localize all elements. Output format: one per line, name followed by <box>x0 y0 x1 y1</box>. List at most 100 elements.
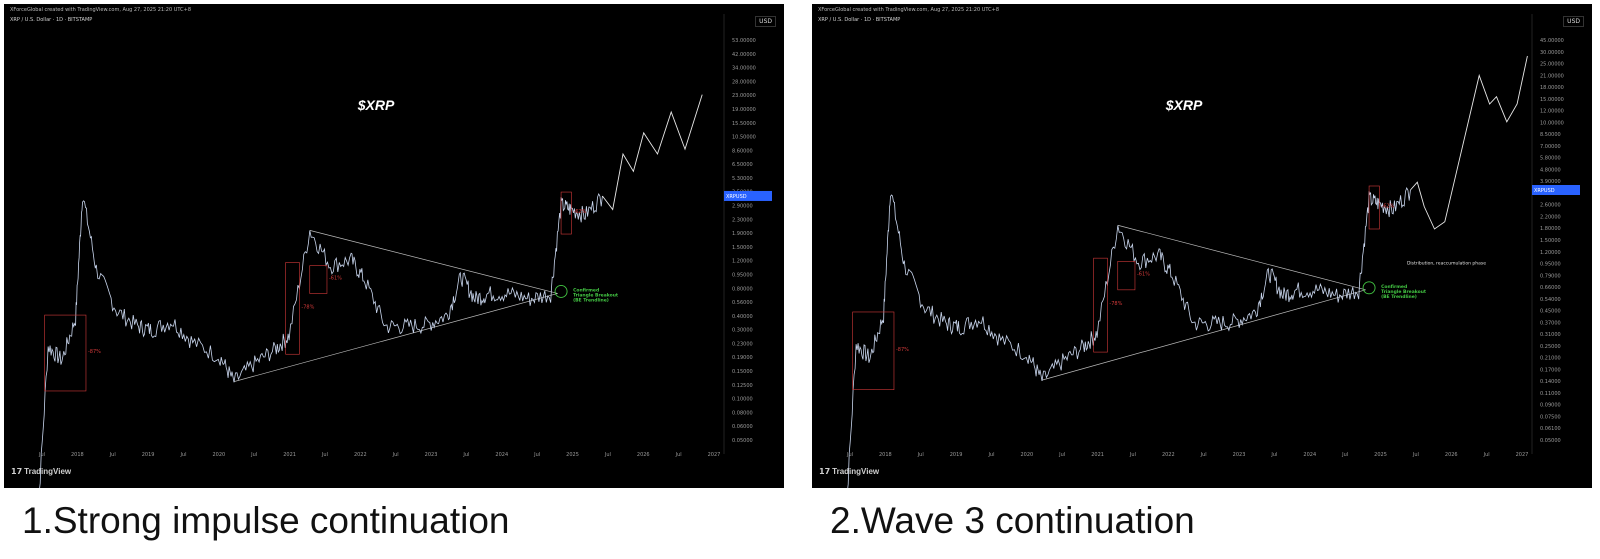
x-tick-label: 2022 <box>354 452 367 458</box>
drawdown-label: -87% <box>896 347 909 353</box>
chart-panel-1: XForceGlobal created with TradingView.co… <box>4 4 784 488</box>
y-tick-label: 0.05000 <box>732 438 753 444</box>
y-tick-label: 0.45000 <box>1540 309 1561 315</box>
y-tick-label: 0.80000 <box>732 286 753 292</box>
y-tick-label: 0.30000 <box>732 328 753 334</box>
x-tick-label: Jul <box>321 452 328 458</box>
x-tick-label: Jul <box>1341 452 1348 458</box>
y-tick-label: 42.00000 <box>732 52 756 58</box>
upper-trendline <box>309 230 558 294</box>
brand-label: TradingView <box>832 467 880 476</box>
y-tick-label: 0.31000 <box>1540 332 1561 338</box>
lower-trendline <box>1041 289 1366 381</box>
x-tick-label: Jul <box>392 452 399 458</box>
y-tick-label: 15.50000 <box>732 121 756 127</box>
y-tick-label: 0.25000 <box>1540 344 1561 350</box>
x-tick-label: Jul <box>1129 452 1136 458</box>
x-tick-label: 2019 <box>142 452 155 458</box>
breakout-note: Triangle Breakout <box>573 292 619 298</box>
drawdown-box <box>1368 185 1380 230</box>
x-tick-label: 2021 <box>283 452 296 458</box>
symbol-label[interactable]: XRP / U.S. Dollar · 1D · BITSTAMP <box>10 17 93 23</box>
lower-trendline <box>233 293 558 382</box>
y-tick-label: 1.20000 <box>1540 250 1561 256</box>
y-tick-label: 0.40000 <box>732 314 753 320</box>
drawdown-box <box>1117 261 1136 291</box>
y-tick-label: 8.50000 <box>1540 132 1561 138</box>
y-tick-label: 0.10000 <box>732 397 753 403</box>
y-tick-label: 0.09000 <box>1540 403 1561 409</box>
drawdown-box <box>852 311 895 390</box>
caption-scenario-1: 1.Strong impulse continuation <box>22 500 510 541</box>
y-tick-label: 8.60000 <box>732 148 753 154</box>
y-tick-label: 10.00000 <box>1540 120 1564 126</box>
tradingview-icon: 𝟭𝟳 <box>819 467 831 476</box>
y-tick-label: 0.06000 <box>732 424 753 430</box>
y-tick-label: 0.11000 <box>1540 391 1561 397</box>
x-tick-label: Jul <box>987 452 994 458</box>
y-tick-label: 12.00000 <box>1540 109 1564 115</box>
drawdown-box <box>44 314 87 392</box>
drawdown-label: -78% <box>1109 301 1122 307</box>
price-tag-label: XRPUSD <box>1534 188 1555 194</box>
y-tick-label: 0.19000 <box>732 355 753 361</box>
y-tick-label: 0.95000 <box>732 272 753 278</box>
tradingview-logo[interactable]: 𝟭𝟳 TradingView <box>11 467 71 476</box>
currency-button[interactable]: USD <box>1563 16 1584 27</box>
breakout-note: Triangle Breakout <box>1381 289 1427 295</box>
y-tick-label: 2.60000 <box>1540 203 1561 209</box>
y-tick-label: 0.17000 <box>1540 367 1561 373</box>
upper-trendline <box>1117 224 1366 291</box>
breakout-note: Confirmed <box>1381 284 1407 290</box>
tradingview-icon: 𝟭𝟳 <box>11 467 23 476</box>
y-tick-label: 23.00000 <box>732 93 756 99</box>
y-tick-label: 15.00000 <box>1540 97 1564 103</box>
currency-button[interactable]: USD <box>755 16 776 27</box>
y-tick-label: 0.05000 <box>1540 438 1561 444</box>
y-tick-label: 28.00000 <box>732 79 756 85</box>
x-tick-label: 2023 <box>1233 452 1246 458</box>
x-tick-label: Jul <box>1058 452 1065 458</box>
drawdown-box <box>1093 257 1108 353</box>
y-tick-label: 0.08000 <box>732 410 753 416</box>
x-tick-label: Jul <box>675 452 682 458</box>
y-tick-label: 45.00000 <box>1540 38 1564 44</box>
x-tick-label: 2025 <box>566 452 579 458</box>
projection-line <box>1410 55 1528 230</box>
x-tick-label: Jul <box>533 452 540 458</box>
x-tick-label: Jul <box>250 452 257 458</box>
x-tick-label: 2024 <box>1303 452 1316 458</box>
price-chart[interactable]: 53.00000 42.00000 34.00000 28.00000 23.00000… <box>4 4 784 488</box>
breakout-circle <box>554 285 568 298</box>
drawdown-box <box>285 262 300 355</box>
drawdown-box <box>309 265 328 294</box>
x-tick-label: 2027 <box>708 452 721 458</box>
symbol-label[interactable]: XRP / U.S. Dollar · 1D · BITSTAMP <box>818 17 901 23</box>
y-tick-label: 10.50000 <box>732 135 756 141</box>
x-tick-label: Jul <box>604 452 611 458</box>
price-series-line <box>39 193 603 488</box>
y-tick-label: 1.90000 <box>732 231 753 237</box>
chart-panel-2: XForceGlobal created with TradingView.co… <box>812 4 1592 488</box>
price-chart[interactable]: 45.00000 30.00000 25.00000 21.00000 18.00000… <box>812 4 1592 488</box>
drawdown-label: -62% <box>573 209 586 215</box>
chart-title: $XRP <box>357 97 395 113</box>
x-tick-label: Jul <box>1270 452 1277 458</box>
y-tick-label: 0.23000 <box>732 341 753 347</box>
x-tick-label: 2020 <box>212 452 225 458</box>
y-tick-label: 0.21000 <box>1540 356 1561 362</box>
x-tick-label: 2023 <box>425 452 438 458</box>
drawdown-label: -61% <box>1137 272 1150 278</box>
y-tick-label: 0.14000 <box>1540 379 1561 385</box>
y-tick-label: 30.00000 <box>1540 50 1564 56</box>
price-tag <box>724 190 772 201</box>
x-tick-label: 2020 <box>1020 452 1033 458</box>
tradingview-logo[interactable]: 𝟭𝟳 TradingView <box>819 467 879 476</box>
drawdown-label: -78% <box>301 304 314 310</box>
y-tick-label: 5.30000 <box>732 176 753 182</box>
y-tick-label: 2.30000 <box>732 217 753 223</box>
y-tick-label: 0.07500 <box>1540 414 1561 420</box>
y-tick-label: 21.00000 <box>1540 73 1564 79</box>
y-tick-label: 34.00000 <box>732 66 756 72</box>
projection-line <box>602 94 703 211</box>
